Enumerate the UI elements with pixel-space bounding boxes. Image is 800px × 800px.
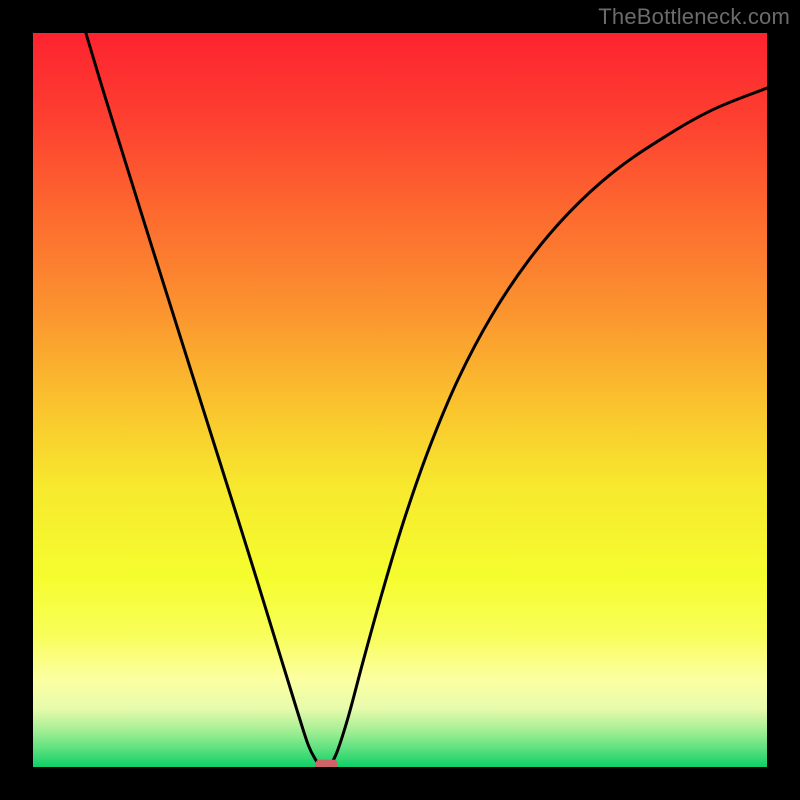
chart-frame: TheBottleneck.com	[0, 0, 800, 800]
bottleneck-chart	[33, 33, 767, 767]
optimal-point-marker	[316, 760, 338, 767]
watermark-text: TheBottleneck.com	[598, 4, 790, 30]
